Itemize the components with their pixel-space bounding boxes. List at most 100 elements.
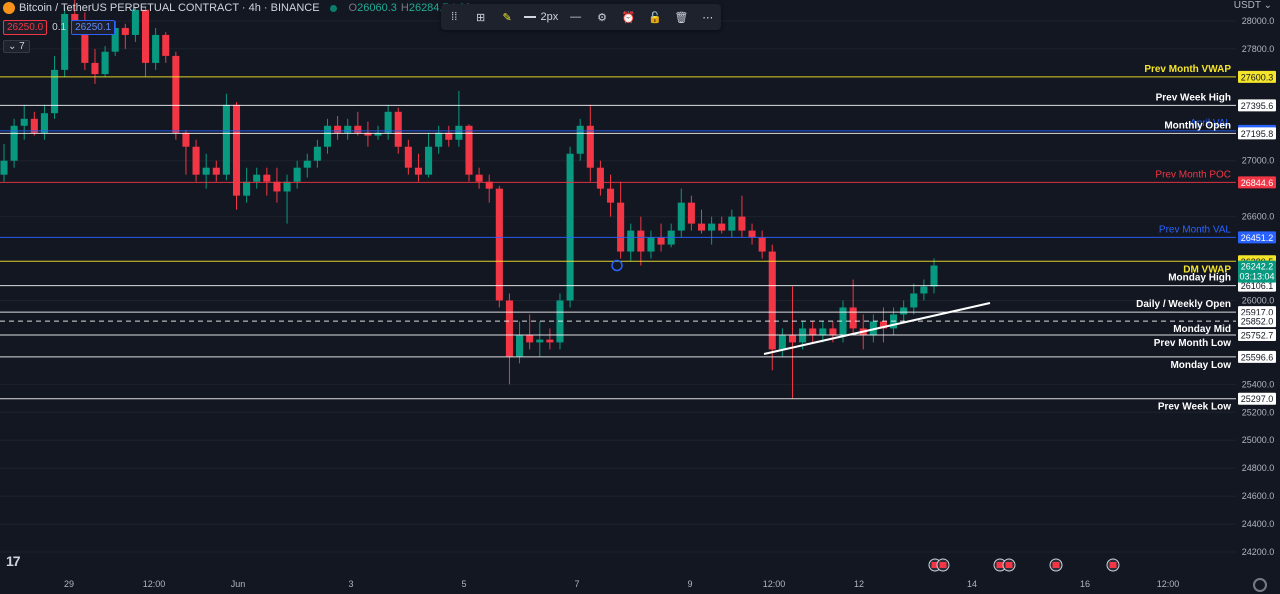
- level-label: DM VWAP: [1183, 264, 1231, 275]
- candle-body: [283, 181, 291, 192]
- level-label: Monday Mid: [1173, 324, 1231, 335]
- candle-body: [627, 230, 635, 252]
- y-tick-label: 25000.0: [1242, 435, 1275, 445]
- more-icon[interactable]: ⋯: [702, 11, 714, 24]
- price-tag: 27195.8: [1241, 129, 1274, 139]
- gear-icon[interactable]: ⚙: [597, 11, 607, 24]
- candle-body: [414, 167, 422, 175]
- price-tag: 25297.0: [1241, 394, 1274, 404]
- candle-body: [91, 62, 99, 75]
- candle-body: [677, 202, 685, 231]
- level-label: Prev Month POC: [1155, 169, 1231, 180]
- candle-body: [900, 307, 908, 315]
- x-tick-label: Jun: [231, 579, 246, 589]
- candle-body: [748, 230, 756, 238]
- buy-button[interactable]: 26250.1: [71, 20, 116, 35]
- candle-body: [435, 132, 443, 147]
- us-flag-icon: [1052, 562, 1060, 568]
- candle-body: [596, 167, 604, 189]
- drawing-toolbar: ⁞⁞ ⊞ ✎ 2px — ⚙ ⏰ 🔓 🗑 ⋯: [441, 4, 721, 30]
- candle-body: [0, 160, 8, 175]
- us-flag-icon: [996, 562, 1004, 568]
- candle-body: [202, 167, 210, 175]
- candle-body: [576, 125, 584, 154]
- candle-body: [293, 167, 301, 182]
- currency-label: USDT: [1233, 0, 1261, 11]
- price-tag: 25917.0: [1241, 308, 1274, 318]
- candle-body: [394, 111, 402, 147]
- level-label: Monthly Open: [1164, 120, 1231, 131]
- level-label: Monday Low: [1170, 360, 1231, 371]
- line-style-icon[interactable]: —: [570, 11, 582, 23]
- trend-line: [763, 302, 991, 355]
- candle-body: [445, 132, 453, 140]
- candle-body: [273, 181, 281, 192]
- candle-body: [708, 223, 716, 231]
- candle-body: [20, 118, 28, 126]
- level-label: Prev Week High: [1156, 92, 1231, 103]
- candle-body: [728, 216, 736, 231]
- candle-body: [819, 328, 827, 336]
- candle-body: [121, 27, 129, 35]
- indicators-toggle[interactable]: ⌄ 7: [3, 40, 30, 53]
- settings-gear-icon[interactable]: [1253, 578, 1267, 592]
- candle-body: [192, 146, 200, 175]
- line-width-label: 2px: [540, 11, 559, 23]
- drawing-anchor-icon: [611, 259, 623, 272]
- sell-button[interactable]: 26250.0: [3, 20, 48, 35]
- candle-body: [10, 125, 18, 161]
- alert-clock-icon[interactable]: ⏰: [621, 11, 636, 24]
- trade-panel: 26250.0 0.1 26250.1: [3, 20, 116, 35]
- x-tick-label: 12: [854, 579, 864, 589]
- currency-selector[interactable]: USDT ⌄: [1233, 0, 1272, 11]
- candle-body: [920, 286, 928, 294]
- candle-body: [364, 132, 372, 136]
- candle-body: [263, 174, 271, 182]
- ohlc-high-label: H: [400, 2, 409, 14]
- y-tick-label: 24200.0: [1242, 547, 1275, 557]
- y-tick-label: 26600.0: [1242, 212, 1275, 222]
- candle-body: [536, 339, 544, 343]
- us-flag-icon: [939, 562, 947, 568]
- candle-body: [455, 125, 463, 140]
- x-tick-label: 5: [461, 579, 466, 589]
- price-tag-bg: [1238, 70, 1276, 83]
- line-width-button[interactable]: 2px: [524, 11, 558, 23]
- us-flag-icon: [1109, 562, 1117, 568]
- candle-body: [384, 111, 392, 133]
- price-tag-bg: [1238, 329, 1276, 342]
- us-flag-icon: [931, 562, 939, 568]
- symbol-title[interactable]: Bitcoin / TetherUS PERPETUAL CONTRACT · …: [19, 2, 320, 14]
- candle-body: [141, 9, 150, 63]
- candle-body: [687, 202, 695, 224]
- candle-body: [51, 69, 59, 114]
- us-flag-icon: [1005, 562, 1013, 568]
- lock-icon[interactable]: 🔓: [648, 11, 662, 24]
- pencil-icon[interactable]: ✎: [502, 11, 512, 24]
- price-tag-bg: [1238, 350, 1276, 363]
- price-tag-bg: [1238, 392, 1276, 405]
- ohlc-high-value: 26284.7: [408, 2, 449, 14]
- candle-body: [829, 328, 837, 336]
- candle-body: [374, 132, 382, 136]
- y-tick-label: 28000.0: [1242, 16, 1275, 26]
- price-tag: 25596.6: [1241, 352, 1274, 362]
- candle-body: [697, 223, 706, 231]
- level-label: Prev Month VWAP: [1144, 64, 1231, 75]
- quantity-value[interactable]: 0.1: [52, 22, 67, 33]
- candle-body: [930, 265, 938, 287]
- tradingview-logo-icon[interactable]: 17: [6, 553, 21, 569]
- drag-handle-icon[interactable]: ⁞⁞: [451, 11, 458, 23]
- x-tick-label: 12:00: [763, 579, 786, 589]
- y-tick-label: 26000.0: [1242, 295, 1275, 305]
- candle-body: [354, 125, 362, 133]
- candle-body: [404, 146, 412, 168]
- template-icon[interactable]: ⊞: [476, 11, 486, 24]
- level-label: Monday High: [1168, 273, 1231, 284]
- price-tag-bg: [1238, 306, 1276, 319]
- x-tick-label: 14: [967, 579, 977, 589]
- y-tick-label: 27000.0: [1242, 156, 1275, 166]
- trash-icon[interactable]: 🗑: [674, 11, 689, 24]
- y-tick-label: 27800.0: [1242, 44, 1275, 54]
